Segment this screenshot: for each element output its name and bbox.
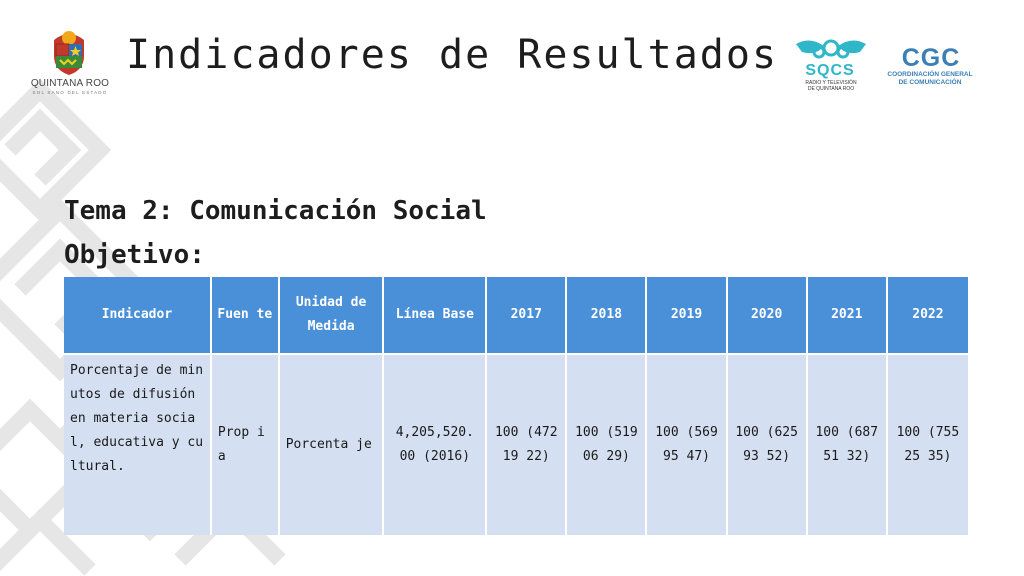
state-logo-subtitle: SOL SANO DEL ESTADO [32,90,108,95]
cell-unidad: Porcenta je [278,353,385,535]
cgc-caption: COORDINACIÓN GENERAL DE COMUNICACIÓN [878,71,982,87]
header-2018: 2018 [566,277,648,354]
page-title: Indicadores de Resultados [126,32,779,78]
cell-2022: 100 (75525 35) [886,353,968,535]
section-objective: Objetivo: [64,240,205,270]
cgc-caption-line2: DE COMUNICACIÓN [898,79,962,86]
quintana-roo-logo: QUINTANA ROO SOL SANO DEL ESTADO [30,30,110,98]
cell-2021: 100 (68751 32) [806,353,888,535]
cell-indicador: Porcentaje de minutos de difusión en mat… [64,353,212,535]
cgc-logo-text: CGC [901,44,961,72]
header-fuente: Fuen te [210,277,280,354]
cgc-caption-line1: COORDINACIÓN GENERAL [887,71,973,78]
header-2022: 2022 [886,277,968,354]
sqcs-caption-line1: RADIO Y TELEVISIÓN [805,80,857,86]
cgc-logo: CGC COORDINACIÓN GENERAL DE COMUNICACIÓN [878,44,982,88]
cell-2019: 100 (56995 47) [646,353,728,535]
sqcs-emblem-icon [796,39,866,59]
header-2021: 2021 [806,277,888,354]
section-topic: Tema 2: Comunicación Social [64,196,487,226]
header-unidad-medida: Unidad de Medida [278,277,385,354]
header-2017: 2017 [486,277,568,354]
table-header-row: Indicador Fuen te Unidad de Medida Línea… [64,277,968,354]
header-linea-base: Línea Base [383,277,488,354]
cell-fuente: Prop ia [210,353,280,535]
cell-linea-base: 4,205,520. 00 (2016) [383,353,488,535]
header-2019: 2019 [646,277,728,354]
sqcs-caption-line2: DE QUINTANA ROO [807,86,855,92]
sqcs-logo-text: SQCS [805,62,855,79]
cell-2017: 100 (47219 22) [486,353,568,535]
state-logo-name: QUINTANA ROO [30,78,110,89]
state-shield-icon [54,31,84,75]
header-indicador: Indicador [64,277,212,354]
cell-2018: 100 (51906 29) [566,353,648,535]
sqcs-logo: SQCS RADIO Y TELEVISIÓN DE QUINTANA ROO [790,36,872,94]
indicators-table: Indicador Fuen te Unidad de Medida Línea… [64,277,968,535]
table-row: Porcentaje de minutos de difusión en mat… [64,353,968,535]
sqcs-caption: RADIO Y TELEVISIÓN DE QUINTANA ROO [790,80,872,92]
cell-2020: 100 (62593 52) [726,353,808,535]
header-2020: 2020 [726,277,808,354]
